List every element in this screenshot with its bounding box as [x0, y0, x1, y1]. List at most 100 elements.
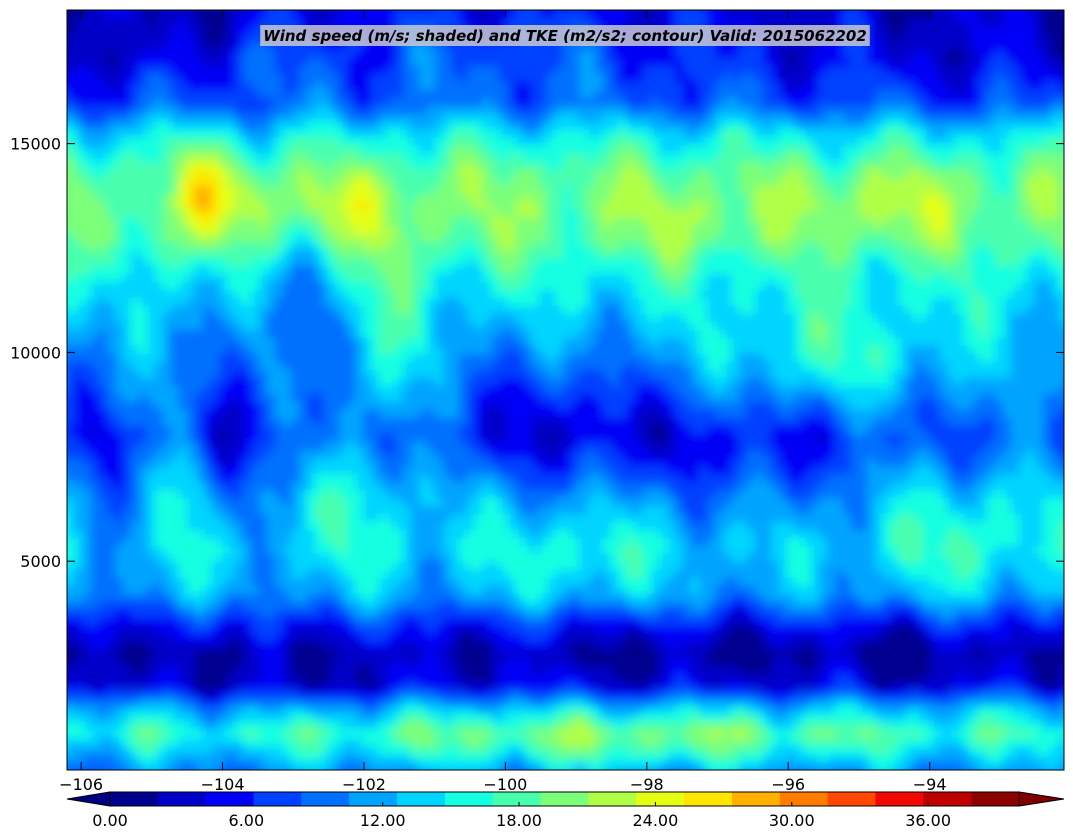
- field-cell: [171, 122, 180, 131]
- field-cell: [99, 290, 108, 299]
- field-cell: [83, 98, 92, 107]
- field-cell: [243, 130, 252, 139]
- field-cell: [763, 98, 772, 107]
- field-cell: [923, 162, 932, 171]
- field-cell: [355, 178, 364, 187]
- field-cell: [1059, 154, 1064, 163]
- field-cell: [259, 58, 268, 67]
- field-cell: [819, 58, 828, 67]
- field-cell: [739, 186, 748, 195]
- field-cell: [211, 306, 220, 315]
- field-cell: [387, 58, 396, 67]
- field-cell: [795, 50, 804, 59]
- field-cell: [763, 10, 772, 19]
- field-cell: [627, 234, 636, 243]
- field-cell: [379, 258, 388, 267]
- field-cell: [579, 226, 588, 235]
- field-cell: [987, 66, 996, 75]
- field-cell: [995, 138, 1004, 147]
- field-cell: [499, 50, 508, 59]
- field-cell: [643, 58, 652, 67]
- field-cell: [171, 90, 180, 99]
- field-cell: [275, 290, 284, 299]
- field-cell: [571, 234, 580, 243]
- field-cell: [851, 10, 860, 11]
- field-cell: [483, 234, 492, 243]
- field-cell: [355, 186, 364, 195]
- field-cell: [779, 202, 788, 211]
- field-cell: [995, 306, 1004, 315]
- field-cell: [259, 290, 268, 299]
- field-cell: [1043, 226, 1052, 235]
- field-cell: [803, 162, 812, 171]
- field-cell: [171, 106, 180, 115]
- field-cell: [99, 74, 108, 83]
- field-cell: [499, 58, 508, 67]
- field-cell: [587, 10, 596, 11]
- field-cell: [987, 18, 996, 27]
- field-cell: [979, 146, 988, 155]
- field-cell: [115, 218, 124, 227]
- field-cell: [659, 154, 668, 163]
- field-cell: [163, 82, 172, 91]
- field-cell: [1011, 122, 1020, 131]
- field-cell: [603, 66, 612, 75]
- field-cell: [931, 250, 940, 259]
- field-cell: [651, 274, 660, 283]
- field-cell: [163, 194, 172, 203]
- field-cell: [235, 194, 244, 203]
- field-cell: [299, 162, 308, 171]
- field-cell: [627, 202, 636, 211]
- field-cell: [579, 282, 588, 291]
- field-cell: [643, 242, 652, 251]
- field-cell: [211, 106, 220, 115]
- field-cell: [755, 50, 764, 59]
- field-cell: [219, 50, 228, 59]
- field-cell: [483, 138, 492, 147]
- field-cell: [779, 106, 788, 115]
- field-cell: [611, 58, 620, 67]
- field-cell: [491, 18, 500, 27]
- field-cell: [547, 178, 556, 187]
- field-cell: [659, 298, 668, 307]
- field-cell: [211, 10, 220, 19]
- field-cell: [219, 34, 228, 43]
- field-cell: [355, 50, 364, 59]
- field-cell: [547, 66, 556, 75]
- field-cell: [411, 154, 420, 163]
- field-cell: [627, 50, 636, 59]
- field-cell: [347, 42, 356, 51]
- field-cell: [1019, 74, 1028, 83]
- field-cell: [691, 186, 700, 195]
- field-cell: [227, 170, 236, 179]
- field-cell: [531, 274, 540, 283]
- field-cell: [915, 274, 924, 283]
- field-cell: [243, 170, 252, 179]
- field-cell: [851, 58, 860, 67]
- field-cell: [627, 90, 636, 99]
- field-cell: [491, 170, 500, 179]
- field-cell: [819, 50, 828, 59]
- field-cell: [291, 202, 300, 211]
- field-cell: [883, 154, 892, 163]
- field-cell: [635, 146, 644, 155]
- field-cell: [699, 162, 708, 171]
- field-cell: [875, 218, 884, 227]
- field-cell: [235, 154, 244, 163]
- field-cell: [467, 10, 476, 19]
- field-cell: [859, 234, 868, 243]
- field-cell: [459, 18, 468, 27]
- field-cell: [99, 130, 108, 139]
- field-cell: [555, 122, 564, 131]
- field-cell: [339, 90, 348, 99]
- field-cell: [795, 162, 804, 171]
- field-cell: [859, 146, 868, 155]
- field-cell: [387, 258, 396, 267]
- field-cell: [923, 50, 932, 59]
- field-cell: [275, 218, 284, 227]
- field-cell: [211, 98, 220, 107]
- field-cell: [1051, 170, 1060, 179]
- field-cell: [363, 186, 372, 195]
- field-cell: [1051, 282, 1060, 291]
- field-cell: [363, 258, 372, 267]
